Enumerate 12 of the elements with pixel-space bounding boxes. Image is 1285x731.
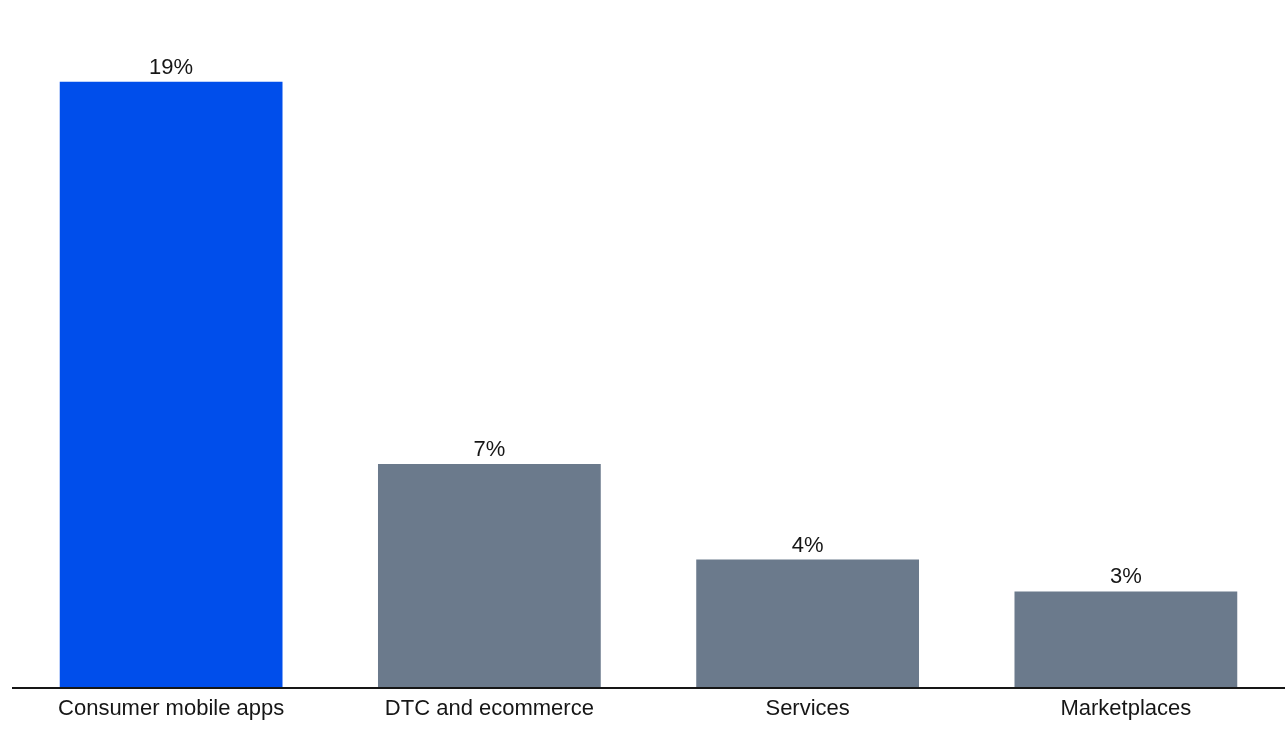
data-label: 7% — [473, 436, 506, 462]
x-tick-label: Services — [765, 695, 850, 721]
bar — [696, 559, 920, 687]
x-tick-label: DTC and ecommerce — [384, 695, 594, 721]
x-tick-label: Marketplaces — [1060, 695, 1192, 721]
bar — [1014, 591, 1238, 687]
bar — [377, 464, 601, 687]
data-label: 3% — [1109, 563, 1142, 589]
data-label: 4% — [791, 531, 824, 557]
bar — [59, 81, 283, 687]
data-label: 19% — [149, 53, 194, 79]
x-tick-label: Consumer mobile apps — [58, 695, 285, 721]
